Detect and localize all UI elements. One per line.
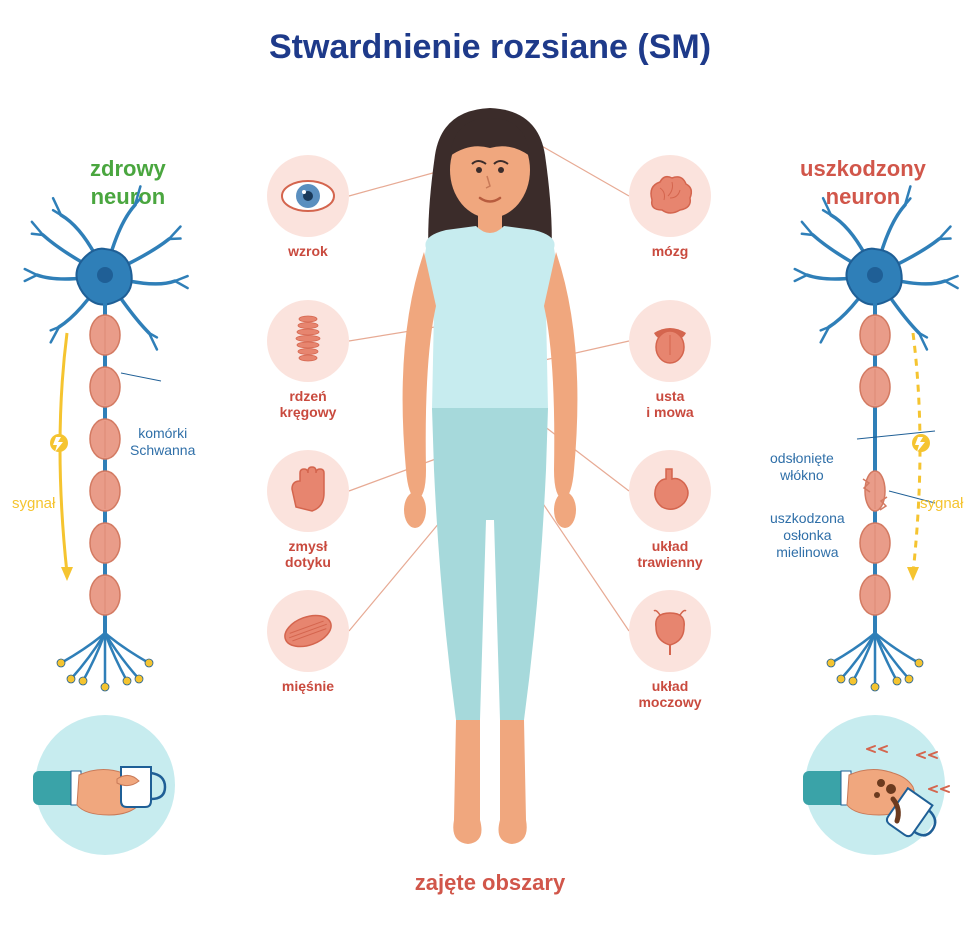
page-title: Stwardnienie rozsiane (SM) <box>0 28 980 67</box>
moczowy-icon <box>629 590 711 672</box>
symptom-label: wzrok <box>258 243 358 259</box>
neuron-annotation: sygnał <box>920 495 963 512</box>
healthy-neuron-heading: zdrowy neuron <box>90 155 166 210</box>
neuron-annotation: sygnał <box>12 495 55 512</box>
symptom-trawien: układ trawienny <box>620 450 720 570</box>
shaking-hand-icon <box>803 715 949 855</box>
dotyk-icon <box>267 450 349 532</box>
steady-hand-icon <box>33 715 175 855</box>
human-figure <box>403 108 578 844</box>
symptom-usta: usta i mowa <box>620 300 720 420</box>
neuron-annotation: komórki Schwanna <box>130 425 195 459</box>
mozg-icon <box>629 155 711 237</box>
symptom-mozg: mózg <box>620 155 720 259</box>
miesnie-icon <box>267 590 349 672</box>
symptom-moczowy: układ moczowy <box>620 590 720 710</box>
symptom-label: układ trawienny <box>620 538 720 570</box>
neuron-annotation: odsłonięte włókno <box>770 450 834 484</box>
usta-icon <box>629 300 711 382</box>
symptom-dotyk: zmysł dotyku <box>258 450 358 570</box>
damaged-neuron-diagram <box>795 186 958 691</box>
symptom-wzrok: wzrok <box>258 155 358 259</box>
symptom-label: układ moczowy <box>620 678 720 710</box>
connector-lines <box>349 123 629 632</box>
trawien-icon <box>629 450 711 532</box>
symptom-rdzen: rdzeń kręgowy <box>258 300 358 420</box>
wzrok-icon <box>267 155 349 237</box>
rdzen-icon <box>267 300 349 382</box>
symptom-label: rdzeń kręgowy <box>258 388 358 420</box>
symptom-miesnie: mięśnie <box>258 590 358 694</box>
damaged-neuron-heading: uszkodzony neuron <box>800 155 926 210</box>
neuron-annotation: uszkodzona osłonka mielinowa <box>770 510 845 560</box>
symptom-label: mózg <box>620 243 720 259</box>
symptom-label: zmysł dotyku <box>258 538 358 570</box>
symptom-label: usta i mowa <box>620 388 720 420</box>
symptom-label: mięśnie <box>258 678 358 694</box>
affected-areas-caption: zajęte obszary <box>0 870 980 896</box>
